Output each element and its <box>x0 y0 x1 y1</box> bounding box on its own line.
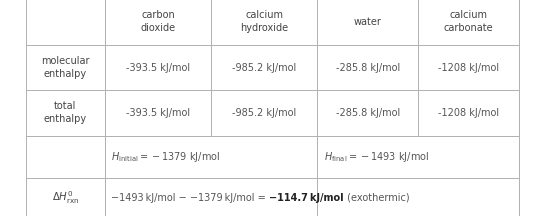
Text: -985.2 kJ/mol: -985.2 kJ/mol <box>232 108 296 118</box>
Text: $H_{\rm initial}$$= -1379\ \rm kJ/mol$: $H_{\rm initial}$$= -1379\ \rm kJ/mol$ <box>111 150 221 164</box>
Text: -393.5 kJ/mol: -393.5 kJ/mol <box>126 62 190 73</box>
Text: -393.5 kJ/mol: -393.5 kJ/mol <box>126 108 190 118</box>
Text: molecular
enthalpy: molecular enthalpy <box>41 56 89 79</box>
Text: -285.8 kJ/mol: -285.8 kJ/mol <box>336 108 400 118</box>
Text: −114.7 kJ/mol: −114.7 kJ/mol <box>269 193 344 203</box>
Text: $\Delta H^0_{\rm rxn}$: $\Delta H^0_{\rm rxn}$ <box>52 189 79 206</box>
Text: calcium
carbonate: calcium carbonate <box>444 10 494 33</box>
Text: (exothermic): (exothermic) <box>344 193 410 203</box>
Text: -1208 kJ/mol: -1208 kJ/mol <box>438 62 499 73</box>
Text: -1208 kJ/mol: -1208 kJ/mol <box>438 108 499 118</box>
Text: -985.2 kJ/mol: -985.2 kJ/mol <box>232 62 296 73</box>
Text: $H_{\rm final}$$= -1493\ \rm kJ/mol$: $H_{\rm final}$$= -1493\ \rm kJ/mol$ <box>324 150 429 164</box>
Text: total
enthalpy: total enthalpy <box>44 102 87 124</box>
Text: water: water <box>354 17 382 27</box>
Text: -285.8 kJ/mol: -285.8 kJ/mol <box>336 62 400 73</box>
Text: carbon
dioxide: carbon dioxide <box>141 10 175 33</box>
Text: −1493 kJ/mol − −1379 kJ/mol =: −1493 kJ/mol − −1379 kJ/mol = <box>111 193 269 203</box>
Text: calcium
hydroxide: calcium hydroxide <box>240 10 288 33</box>
